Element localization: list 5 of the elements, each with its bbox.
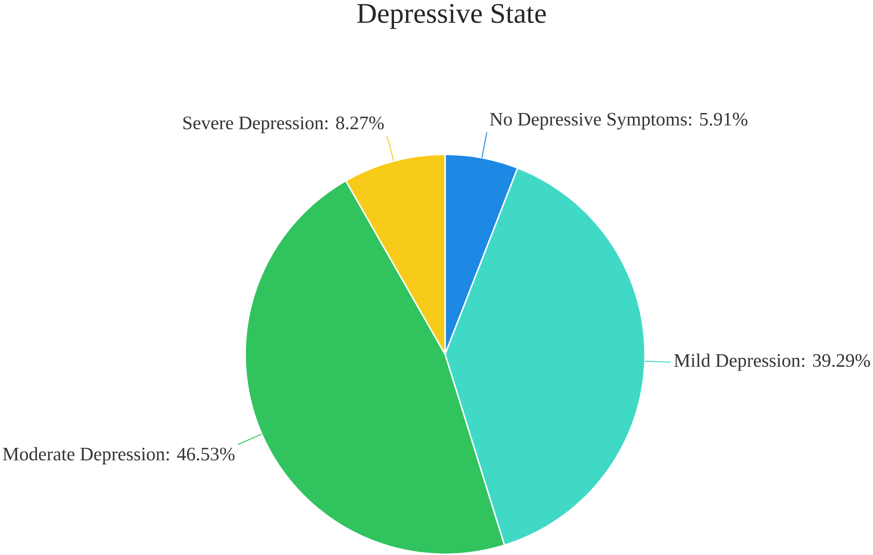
slice-label: Moderate Depression: 46.53%: [2, 447, 235, 464]
chart-title: Depressive State: [357, 4, 546, 29]
slice-label: No Depressive Symptoms: 5.91%: [490, 112, 748, 130]
slice-label: Severe Depression: 8.27%: [183, 116, 384, 134]
slice-label: Mild Depression: 39.29%: [674, 354, 870, 371]
